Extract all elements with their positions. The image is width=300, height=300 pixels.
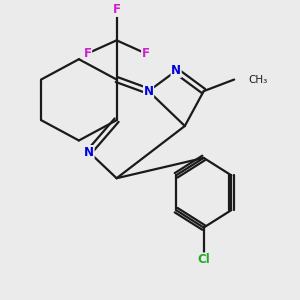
Text: Cl: Cl xyxy=(197,253,210,266)
Text: CH₃: CH₃ xyxy=(249,74,268,85)
Text: F: F xyxy=(112,3,121,16)
Text: F: F xyxy=(142,47,150,60)
Text: F: F xyxy=(84,47,92,60)
Text: N: N xyxy=(84,146,94,159)
Text: N: N xyxy=(171,64,181,77)
Text: N: N xyxy=(143,85,154,98)
